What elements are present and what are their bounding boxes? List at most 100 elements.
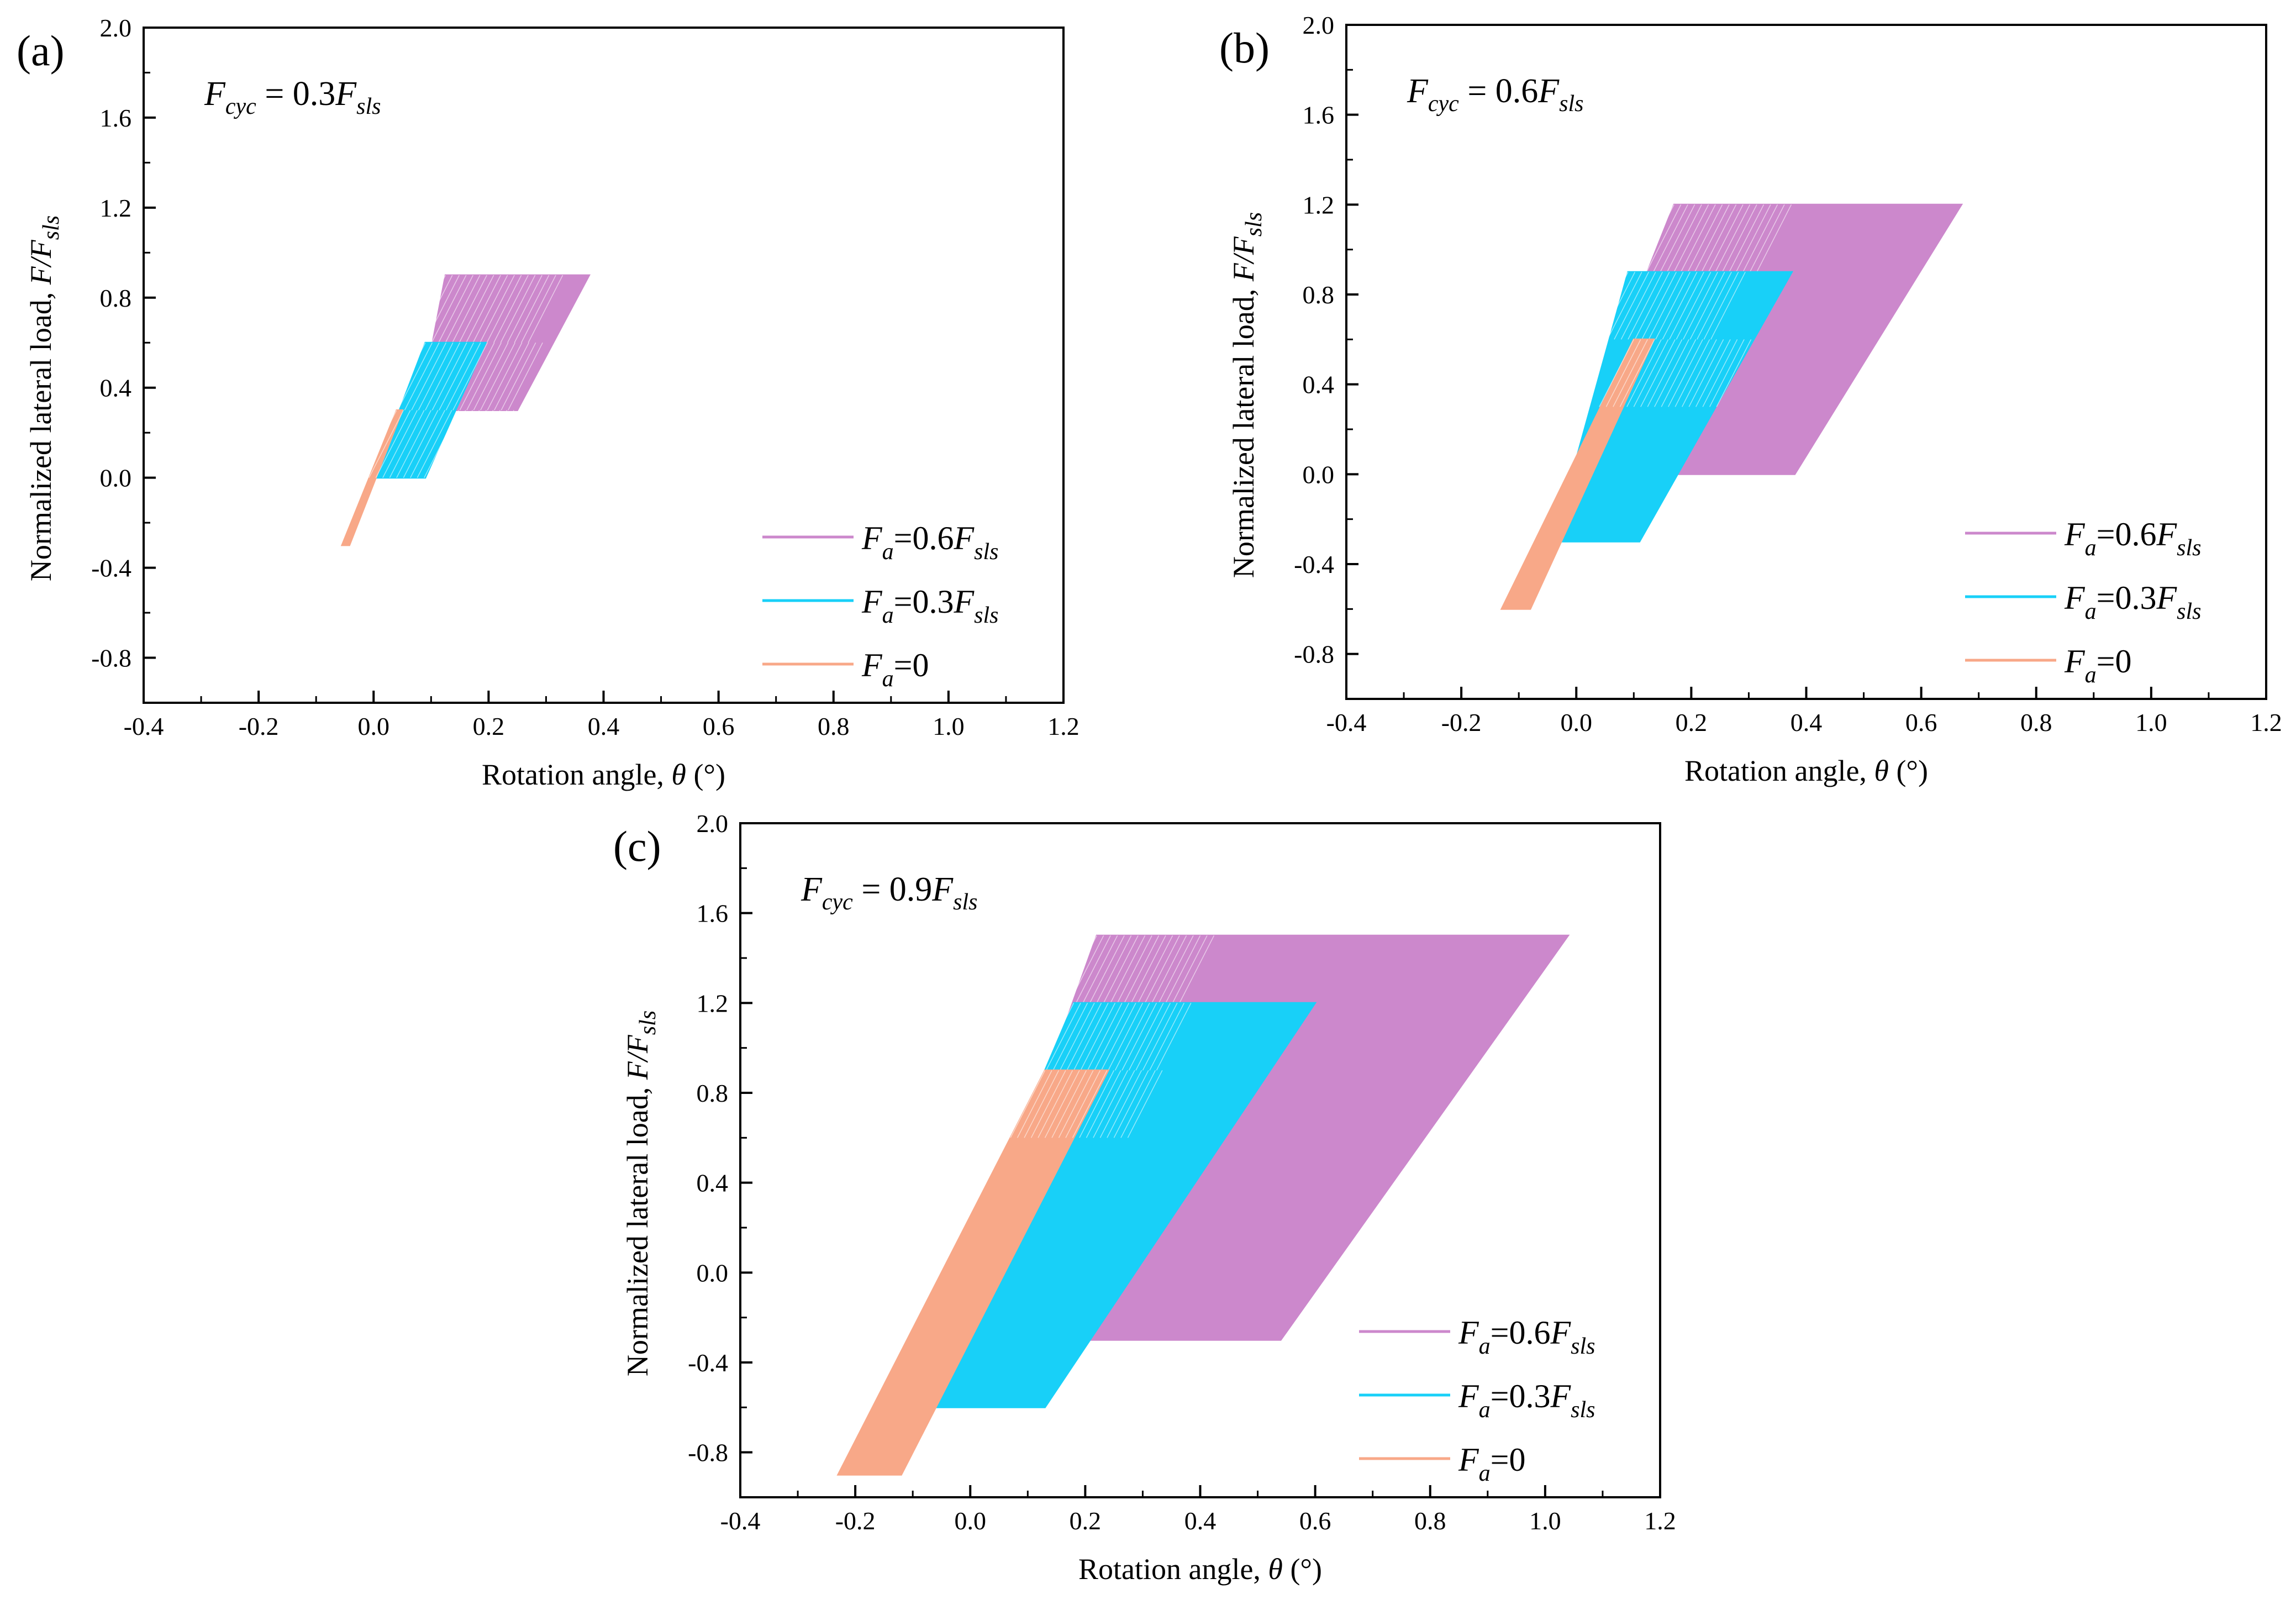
cycle-hatch-line [452,275,487,343]
legend-label-1: Fa=0.6Fsls [861,520,999,565]
x-axis-label: Rotation angle, θ (°) [482,758,725,791]
cycle-hatch-line [375,410,411,478]
cycle-hatch-line [1626,339,1662,407]
y-tick-label: 1.2 [697,989,729,1017]
cycle-hatch-line [1149,1002,1185,1071]
x-tick-label: -0.4 [720,1507,761,1535]
x-tick-label: 1.0 [933,712,965,740]
y-tick-label: 2.0 [1303,11,1335,39]
x-tick-label: 0.4 [588,712,620,740]
y-tick-label: 2.0 [697,809,729,838]
cycle-hatch-line [1128,1002,1164,1071]
y-tick-label: 0.8 [1303,281,1335,309]
cycle-hatch-line [1094,1002,1130,1071]
x-tick-label: 0.8 [2020,708,2052,736]
cycle-hatch-line [1600,271,1636,340]
legend: Fa=0.6Fsls Fa=0.3Fsls Fa=0 [762,520,999,692]
cycle-hatch-line [438,410,473,478]
x-tick-label: -0.4 [124,712,164,740]
cycle-hatch-line [1127,1070,1163,1138]
panel-label: (c) [613,822,661,870]
cycle-hatch-line [1144,935,1180,1003]
x-tick-label: 0.4 [1791,708,1823,736]
x-tick-label: -0.2 [835,1507,876,1535]
cycle-hatch-line [508,342,543,411]
y-tick-label: 0.4 [100,374,132,402]
cycle-hatch-line [1073,1002,1109,1071]
chart-panel-3: -0.4 -0.2 0.0 0.2 0.4 0.6 0.8 1.0 1.2 -0.8 -0.4 0.0… [613,809,1676,1586]
series-group [1500,203,1963,610]
y-tick-label: -0.4 [1294,550,1334,578]
cycle-hatch-line [1676,271,1712,340]
cycle-hatch-line [382,410,418,478]
cycle-hatch-line [451,410,487,478]
y-tick-label: -0.8 [91,644,131,672]
cycle-hatch-line [1614,271,1650,340]
cycle-hatch-line [1080,1002,1116,1071]
cycle-hatch-line [1093,1070,1129,1138]
cycle-hatch-line [500,275,536,343]
chart-panel-2: -0.4 -0.2 0.0 0.2 0.4 0.6 0.8 1.0 1.2 -0.8 -0.4 0.0… [1219,11,2282,787]
cycle-hatch-line [1697,271,1732,340]
cycle-hatch-line [389,410,425,478]
cycle-hatch-line [1648,271,1684,340]
cycle-hatch-line [418,342,454,411]
legend-label-3: Fa=0 [1458,1441,1526,1486]
x-tick-label: 0.8 [818,712,850,740]
legend-label-3: Fa=0 [2064,643,2132,688]
cycle-hatch-line [1695,339,1731,407]
cycle-hatch-line [459,275,494,343]
series-group [836,934,1570,1476]
cycle-hatch-line [1100,1002,1136,1071]
cycle-hatch-line [1721,204,1757,272]
y-tick-label: 0.8 [697,1079,729,1107]
cycle-hatch-line [473,342,509,411]
y-axis-label: Normalized lateral load, F/Fsls [24,215,64,581]
cycle-hatch-line [424,275,460,343]
cycle-hatch-line [1108,1002,1144,1071]
x-tick-label: 0.8 [1414,1507,1446,1535]
cycle-hatch-line [1703,271,1739,340]
x-tick-label: 1.2 [2250,708,2282,736]
cycle-hatch-line [1156,1002,1192,1071]
cycle-hatch-line [507,275,543,343]
cycle-hatch-line [1729,204,1765,272]
cycle-hatch-line [501,342,536,411]
x-axis-label: Rotation angle, θ (°) [1078,1553,1322,1586]
cycle-hatch-line [514,275,550,343]
cycle-hatch-line [1646,204,1682,272]
cycle-hatch-line [1669,271,1704,340]
legend-label-1: Fa=0.6Fsls [2064,516,2202,561]
cycle-hatch-line [1641,271,1677,340]
cycle-hatch-line [528,275,564,343]
series-group [340,274,591,546]
cycle-hatch-line [1640,339,1676,407]
cycle-hatch-line [494,342,529,411]
cycle-hatch-line [1086,1070,1121,1138]
cycle-hatch-line [1138,935,1173,1003]
cycle-hatch-line [1165,935,1201,1003]
cycle-hatch-line [1076,935,1111,1003]
cycle-hatch-line [487,342,523,411]
cycle-hatch-line [472,275,508,343]
cycle-hatch-line [1673,204,1709,272]
cycle-hatch-line [361,410,397,478]
x-tick-label: 0.6 [1299,1507,1331,1535]
x-tick-label: -0.4 [1326,708,1367,736]
cycle-hatch-line [1682,339,1717,407]
cycle-hatch-line [1124,935,1160,1003]
cycle-hatch-line [479,410,514,478]
cycle-hatch-line [1689,271,1725,340]
cycle-hatch-line [396,410,431,478]
cycle-hatch-line [480,342,515,411]
cycle-hatch-line [1114,1002,1150,1071]
cycle-hatch-line [1661,339,1697,407]
cycle-hatch-line [1620,271,1656,340]
y-tick-label: 0.4 [1303,371,1335,399]
cycle-hatch-line [1701,204,1737,272]
panel-label: (b) [1219,24,1270,72]
series-area-3 [836,1069,1110,1476]
x-tick-label: 0.2 [1676,708,1708,736]
cycle-hatch-line [445,275,481,343]
x-tick-label: 0.6 [1905,708,1937,736]
